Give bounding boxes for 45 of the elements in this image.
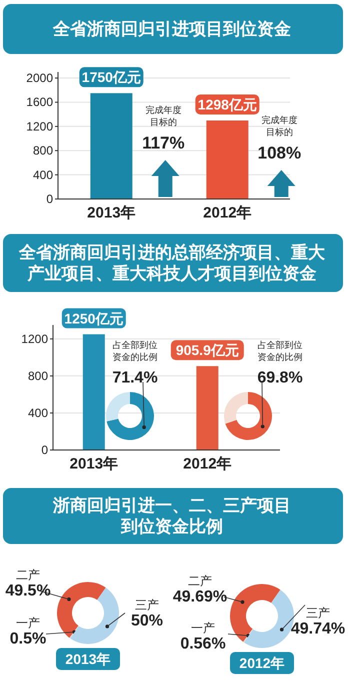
donut-slice xyxy=(70,588,119,644)
y-tick-label: 1600 xyxy=(26,95,54,110)
y-tick-label: 400 xyxy=(32,168,54,182)
slice-label: 一产 xyxy=(191,621,215,635)
data-label: 0.5% xyxy=(10,630,46,648)
donut-slice xyxy=(230,584,280,642)
y-tick-label: 800 xyxy=(32,144,54,158)
y-tick-label: 800 xyxy=(28,368,48,383)
chart-title: 全省浙商回归引进的总部经济项目、重大产业项目、重大科技人才项目到位资金 xyxy=(18,243,326,283)
donut-slice xyxy=(225,392,272,440)
y-tick-label: 400 xyxy=(28,406,48,420)
data-label: 50% xyxy=(130,612,164,630)
annotation: 117% xyxy=(142,134,185,152)
y-tick-label: 0 xyxy=(41,443,48,457)
chart-title: 全省浙商回归引进项目到位资金 xyxy=(52,20,291,38)
slice-label: 二产 xyxy=(16,568,40,582)
annotation: 108% xyxy=(258,144,302,162)
data-label: 1250亿元 xyxy=(64,310,124,326)
data-label: 1750亿元 xyxy=(82,69,141,86)
data-label: 69.8% xyxy=(257,370,303,386)
donut-slice xyxy=(57,582,106,638)
y-tick-label: 1200 xyxy=(21,332,48,346)
data-label: 0.56% xyxy=(180,636,226,652)
annotation: 完成年度目标的 xyxy=(145,105,182,127)
slice-label: 二产 xyxy=(188,574,212,588)
data-label: 49.74% xyxy=(290,620,346,638)
slice-label: 占全部到位资金的比例 xyxy=(258,340,302,362)
chart-title: 浙商回归引进一、二、三产项目到位资金比例 xyxy=(52,496,291,536)
data-label: 49.5% xyxy=(5,582,51,600)
y-tick-label: 0 xyxy=(46,192,54,206)
text: 2013年 xyxy=(65,651,111,667)
y-tick-label: 1200 xyxy=(26,119,54,134)
data-label: 1298亿元 xyxy=(198,96,257,112)
donut-slice xyxy=(224,392,248,424)
y-tick-label: 2000 xyxy=(26,71,54,86)
donut-slice xyxy=(106,392,130,422)
data-label: 71.4% xyxy=(112,370,158,386)
slice-label: 三产 xyxy=(135,598,159,612)
slice-label: 一产 xyxy=(16,616,40,630)
slice-label: 占全部到位资金的比例 xyxy=(112,340,158,362)
text: 2012年 xyxy=(239,655,285,671)
data-label: 905.9亿元 xyxy=(176,342,239,358)
data-label: 49.69% xyxy=(172,588,228,606)
annotation: 完成年度目标的 xyxy=(261,115,298,137)
slice-label: 三产 xyxy=(306,606,330,620)
